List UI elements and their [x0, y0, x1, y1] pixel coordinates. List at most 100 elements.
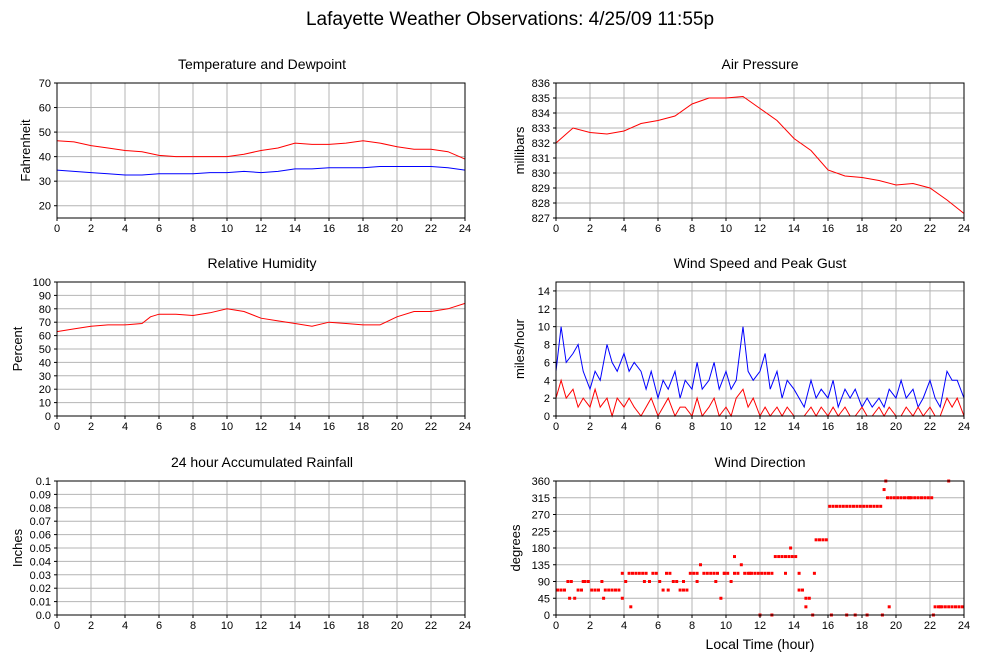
direction-point [631, 571, 634, 575]
direction-point [835, 504, 838, 508]
direction-point [705, 571, 709, 575]
pressure-y-axis-label: millibars [512, 126, 527, 174]
temperature-x-tick-label: 14 [289, 223, 301, 235]
rainfall-y-tick-label: 0.08 [30, 503, 51, 515]
direction-point [763, 571, 767, 575]
humidity-series-line-0 [56, 302, 466, 333]
direction-point [753, 571, 757, 575]
temperature-x-tick-label: 10 [221, 223, 233, 235]
x-axis-label: Local Time (hour) [706, 636, 815, 652]
direction-point [831, 504, 835, 508]
direction-point [909, 496, 913, 500]
direction-y-tick-label: 180 [532, 543, 550, 555]
pressure-x-tick-label: 18 [856, 223, 868, 235]
direction-point [733, 571, 736, 575]
temperature-y-tick-label: 20 [39, 201, 51, 213]
direction-point [852, 504, 855, 508]
direction-point [773, 555, 777, 559]
humidity-x-tick-label: 22 [425, 421, 437, 433]
direction-point [692, 571, 696, 575]
direction-point [750, 571, 753, 575]
direction-point [641, 571, 645, 575]
wind-y-tick-label: 2 [544, 393, 550, 405]
direction-point [736, 571, 740, 575]
direction-point [682, 588, 685, 592]
direction-point [923, 496, 927, 500]
direction-point [600, 580, 604, 583]
direction-point [685, 588, 689, 592]
pressure-x-tick-label: 4 [621, 223, 627, 235]
direction-point [568, 596, 572, 600]
direction-point [784, 555, 787, 559]
direction-point [780, 555, 784, 559]
direction-point [726, 571, 730, 575]
direction-point [886, 496, 889, 500]
direction-point [801, 588, 804, 592]
direction-point [695, 580, 699, 583]
direction-point [790, 555, 794, 559]
direction-x-tick-label: 2 [587, 620, 593, 632]
temperature-x-tick-label: 24 [459, 223, 471, 235]
direction-point [797, 588, 801, 592]
rainfall-y-tick-label: 0.02 [30, 583, 51, 595]
rainfall-y-tick-label: 0.04 [30, 556, 51, 568]
direction-point [920, 496, 923, 500]
direction-point [879, 504, 883, 508]
wind-x-tick-label: 24 [958, 421, 970, 433]
direction-y-tick-label: 135 [532, 560, 550, 572]
temperature-x-tick-label: 2 [88, 223, 94, 235]
temperature-x-tick-label: 0 [54, 223, 60, 235]
pressure-x-tick-label: 10 [720, 223, 732, 235]
rainfall-x-tick-label: 12 [255, 620, 267, 632]
direction-x-tick-label: 8 [689, 620, 695, 632]
humidity-y-tick-label: 30 [39, 371, 51, 383]
humidity-x-tick-label: 24 [459, 421, 471, 433]
direction-point [858, 504, 862, 508]
pressure-y-tick-label: 829 [532, 183, 550, 195]
humidity-y-tick-label: 10 [39, 398, 51, 410]
direction-point [648, 580, 651, 583]
humidity-x-tick-label: 6 [156, 421, 162, 433]
temperature-y-axis-label: Fahrenheit [18, 119, 33, 182]
direction-point [926, 496, 930, 500]
pressure-x-tick-label: 2 [587, 223, 593, 235]
direction-x-tick-label: 24 [958, 620, 970, 632]
direction-point [950, 605, 954, 609]
humidity-x-tick-label: 20 [391, 421, 403, 433]
rainfall-y-tick-label: 0.0 [36, 610, 51, 622]
direction-point [573, 596, 577, 600]
direction-point [954, 605, 957, 609]
direction-point [620, 571, 624, 575]
rainfall-y-tick-label: 0.03 [30, 570, 51, 582]
temperature-x-tick-label: 8 [190, 223, 196, 235]
wind-x-tick-label: 2 [587, 421, 593, 433]
direction-point [862, 504, 866, 508]
rainfall-title: 24 hour Accumulated Rainfall [171, 454, 353, 470]
direction-y-tick-label: 90 [538, 577, 550, 589]
direction-point [756, 571, 760, 575]
direction-point [787, 555, 791, 559]
direction-point [603, 588, 607, 592]
direction-point [789, 546, 793, 550]
direction-point [797, 571, 801, 575]
direction-point [624, 580, 628, 583]
direction-point [661, 588, 665, 592]
direction-y-tick-label: 315 [532, 493, 550, 505]
direction-point [559, 588, 563, 592]
direction-point [913, 496, 917, 500]
direction-point [875, 504, 879, 508]
direction-x-tick-label: 14 [788, 620, 800, 632]
direction-point [597, 588, 600, 592]
wind-x-tick-label: 20 [890, 421, 902, 433]
pressure-y-tick-label: 833 [532, 123, 550, 135]
direction-x-tick-label: 22 [924, 620, 936, 632]
pressure-y-tick-label: 836 [532, 78, 550, 90]
direction-y-tick-label: 270 [532, 510, 550, 522]
wind-x-tick-label: 0 [553, 421, 559, 433]
direction-point [563, 588, 566, 592]
temperature-x-tick-label: 6 [156, 223, 162, 235]
